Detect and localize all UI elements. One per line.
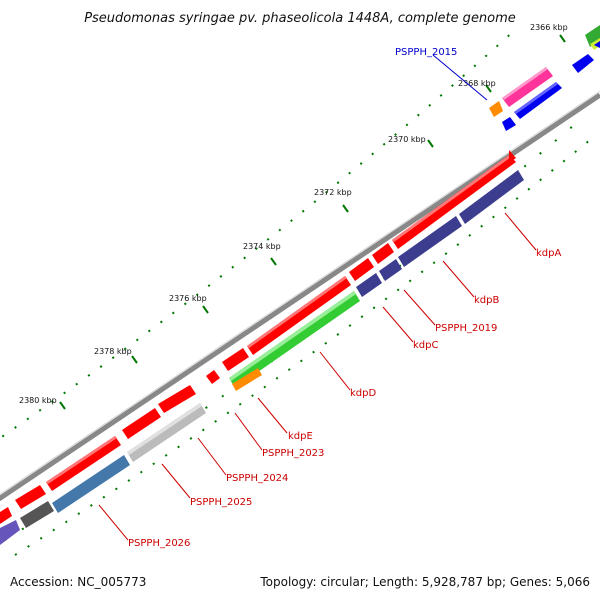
leader-2019: [403, 289, 436, 326]
cog-darkgray[interactable]: [20, 501, 54, 528]
leader-2024: [197, 437, 227, 476]
tick-label-2372: 2372 kbp: [314, 188, 352, 197]
tick-2368: [485, 84, 492, 93]
gene-orange-small[interactable]: [489, 101, 503, 117]
label-kdpD[interactable]: kdpD: [350, 388, 376, 399]
label-kdpB[interactable]: kdpB: [474, 295, 499, 306]
cds-small-1[interactable]: [372, 243, 394, 264]
cds-edge-1[interactable]: [15, 485, 46, 509]
label-kdpA[interactable]: kdpA: [536, 248, 561, 259]
tick-2372: [342, 204, 349, 213]
label-pspph-2023[interactable]: PSPPH_2023: [262, 448, 324, 459]
tick-2378: [131, 355, 138, 364]
cds-kdpE-small[interactable]: [206, 370, 220, 384]
cog-2026[interactable]: [52, 455, 130, 513]
cog-edge[interactable]: [0, 520, 20, 545]
label-leader-lines: [98, 54, 537, 541]
leader-kdpE: [257, 397, 288, 434]
tick-label-2366: 2366 kbp: [530, 23, 568, 32]
leader-kdpC: [382, 306, 414, 343]
tick-2366: [559, 34, 566, 43]
cds-small-3[interactable]: [222, 348, 249, 371]
cog-kdpB[interactable]: [398, 216, 462, 267]
label-kdpC[interactable]: kdpC: [413, 340, 438, 351]
gene-pspph-2015[interactable]: [514, 82, 562, 119]
gene-pink[interactable]: [502, 67, 553, 107]
tick-label-2380: 2380 kbp: [19, 396, 57, 405]
cog-lower-row: [0, 170, 524, 545]
backbone-highlight: [0, 90, 600, 495]
cds-2025[interactable]: [122, 408, 161, 439]
accession-text: Accession: NC_005773: [10, 575, 146, 589]
cog-kdpA[interactable]: [459, 170, 524, 224]
feature-blue-edge: [594, 41, 600, 48]
cog-kdpD[interactable]: [229, 291, 360, 388]
leader-kdpA: [504, 212, 537, 251]
cog-2019[interactable]: [379, 259, 402, 281]
cds-2026[interactable]: [46, 436, 121, 491]
tick-label-2368: 2368 kbp: [458, 79, 496, 88]
tick-label-2370: 2370 kbp: [388, 135, 426, 144]
cds-edge-2[interactable]: [0, 507, 12, 524]
label-pspph-2019[interactable]: PSPPH_2019: [435, 323, 497, 334]
label-kdpE[interactable]: kdpE: [288, 431, 313, 442]
label-pspph-2015[interactable]: PSPPH_2015: [395, 47, 457, 58]
leader-kdpB: [442, 260, 475, 298]
topology-summary: Topology: circular; Length: 5,928,787 bp…: [259, 575, 590, 589]
cds-kdpA[interactable]: [392, 155, 516, 249]
cds-small-2[interactable]: [349, 258, 374, 281]
leader-2023: [234, 412, 263, 451]
tick-label-2378: 2378 kbp: [94, 347, 132, 356]
cog-2024[interactable]: [127, 403, 206, 462]
gene-blue-small[interactable]: [502, 117, 516, 131]
leader-2026: [98, 504, 129, 541]
cds-kdpD-strand[interactable]: [247, 276, 351, 355]
tick-label-2374: 2374 kbp: [243, 242, 281, 251]
cog-kdpC[interactable]: [356, 273, 382, 297]
tick-2374: [270, 257, 277, 266]
leader-kdpD: [319, 351, 351, 391]
cds-2024[interactable]: [158, 385, 196, 413]
cog-kdpE[interactable]: [232, 368, 262, 391]
label-pspph-2026[interactable]: PSPPH_2026: [128, 538, 190, 549]
feature-blue-small: [572, 54, 594, 73]
cds-upper-row: [0, 150, 516, 524]
label-pspph-2024[interactable]: PSPPH_2024: [226, 473, 288, 484]
tick-2376: [202, 305, 209, 314]
tick-marks: [59, 34, 566, 410]
top-right-features: [572, 25, 600, 73]
tick-2370: [427, 139, 434, 148]
leader-2025: [161, 463, 191, 499]
label-pspph-2025[interactable]: PSPPH_2025: [190, 497, 252, 508]
tick-label-2376: 2376 kbp: [169, 294, 207, 303]
map-title: Pseudomonas syringae pv. phaseolicola 14…: [84, 11, 516, 26]
leader-pspph-2015: [432, 54, 488, 101]
feature-yellow-top: [590, 38, 600, 50]
tick-2380: [59, 401, 66, 410]
